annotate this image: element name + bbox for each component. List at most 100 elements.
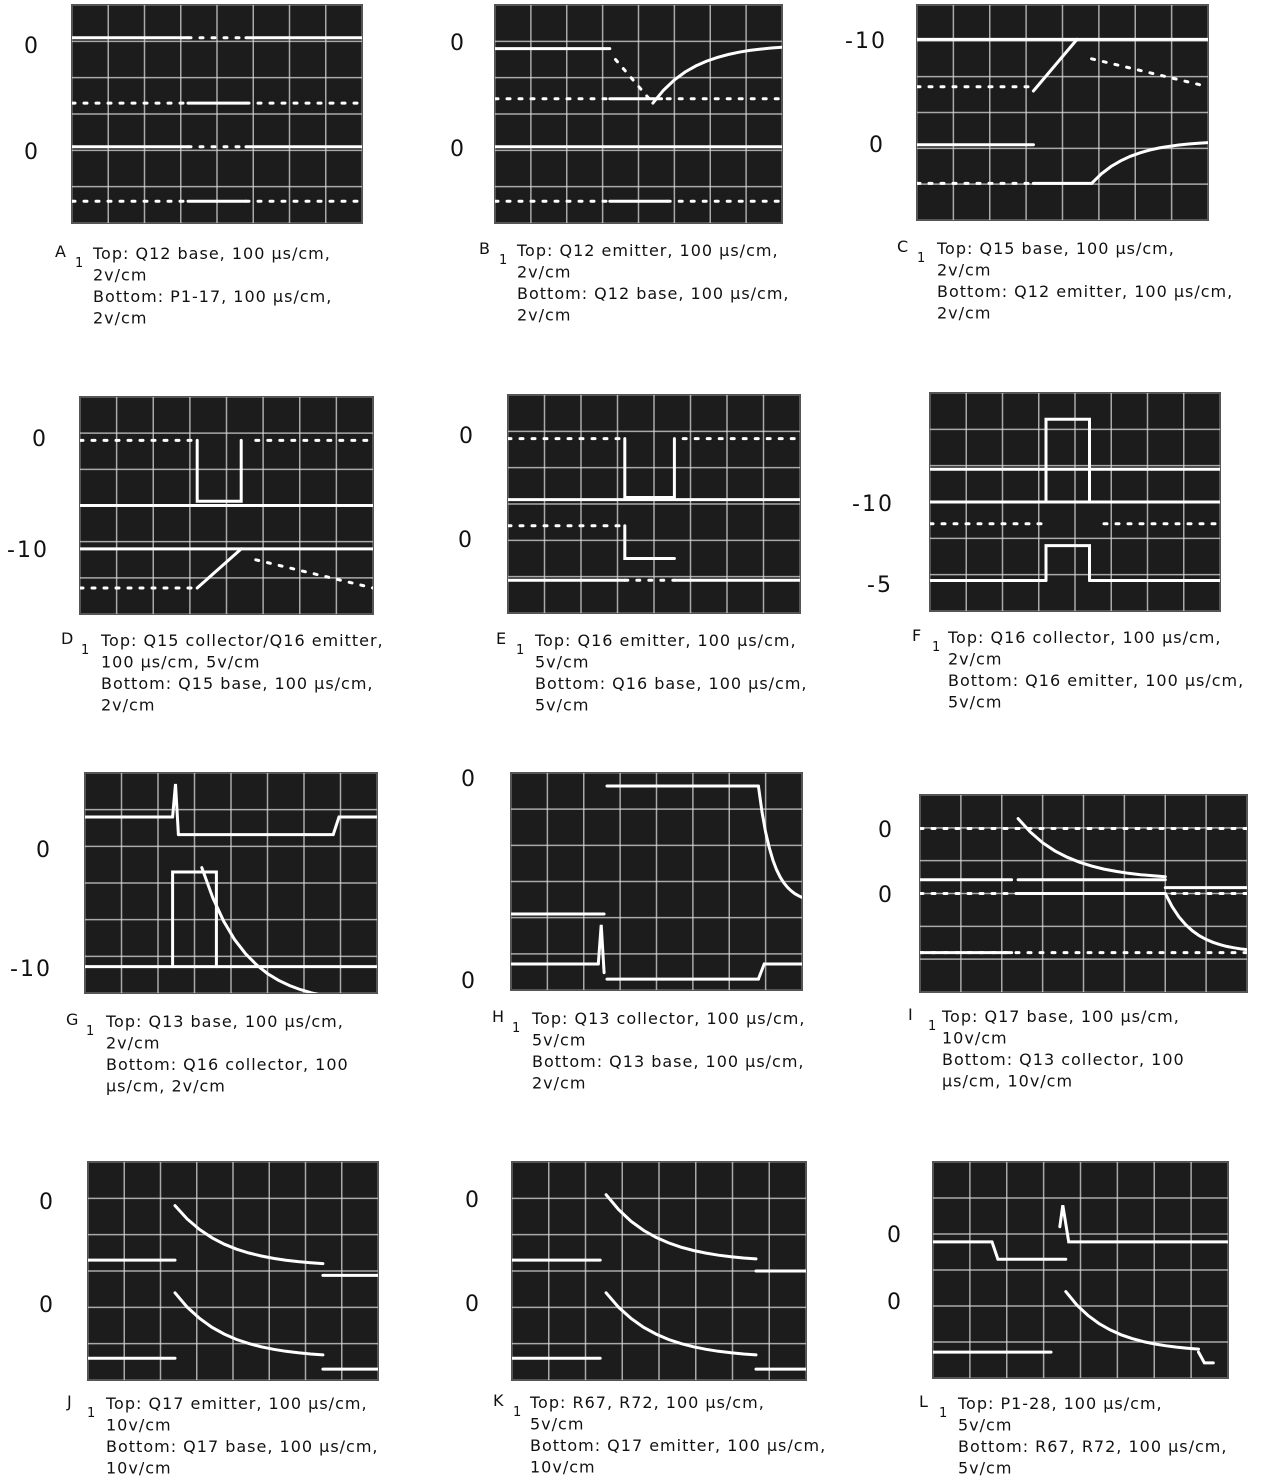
scale-label: 0 [878,818,894,843]
caption-line: 2v/cm [937,304,991,323]
trace [1058,1204,1228,1244]
trace [623,437,676,499]
trace [756,962,802,981]
trace [1197,1350,1215,1365]
traces [72,36,362,203]
trace [173,1291,325,1357]
caption-line: Bottom: Q16 emitter, 100 μs/cm, [948,671,1244,690]
caption-line: 5v/cm [532,1031,586,1050]
caption-line: Top: Q16 emitter, 100 μs/cm, [534,631,797,650]
panel-letter: L [919,1392,928,1411]
caption-line: 5v/cm [530,1415,584,1434]
caption-line: Bottom: Q13 base, 100 μs/cm, [532,1052,805,1071]
panel-letter: F [912,626,921,645]
scale-label: 0 [32,427,48,452]
traces [933,1204,1228,1365]
caption-line: Top: Q16 collector, 100 μs/cm, [947,628,1221,647]
scale-label: 0 [461,767,477,792]
trace [1090,141,1208,185]
oscillogram-panel: 0 0 J1 Top: Q17 emitter, 100 μs/cm, 10v/cm Bo… [39,1161,379,1478]
caption-line: 10v/cm [106,1416,172,1435]
panel-mark: 1 [516,643,524,658]
oscillogram-panel: 0 0 B1 Top: Q12 emitter, 100 μs/cm, 2v/cm Bot… [450,4,789,325]
scale-label: 0 [465,1292,481,1317]
trace [173,1204,325,1266]
caption-line: 2v/cm [93,266,147,285]
panel-mark: 1 [939,1406,947,1421]
caption-line: Bottom: P1-17, 100 μs/cm, [93,287,332,306]
scale-label: -10 [845,29,887,54]
panel-mark: 1 [932,640,940,655]
panel-letter: H [492,1007,504,1026]
scale-label: 0 [39,1190,55,1215]
panel-mark: 1 [86,1024,94,1039]
caption-line: 100 μs/cm, 5v/cm [101,653,261,672]
panel-mark: 1 [75,256,83,271]
caption-line: Top: Q13 base, 100 μs/cm, [105,1012,344,1031]
caption-line: 10v/cm [942,1029,1008,1048]
trace [195,438,243,503]
panel-letter: D [61,629,73,648]
trace [1163,892,1247,952]
caption-line: 5v/cm [535,696,589,715]
trace [1016,817,1167,879]
traces [512,1193,806,1371]
caption-line: Bottom: Q16 collector, 100 [106,1055,349,1074]
oscillogram-panel: 0 0 L1 Top: P1-28, 100 μs/cm, 5v/cm Bottom: R… [887,1161,1229,1478]
panel-letter: B [479,239,490,258]
trace [254,558,373,590]
caption-line: 2v/cm [937,261,991,280]
caption-line: μs/cm, 2v/cm [106,1077,226,1096]
caption-line: Bottom: Q15 base, 100 μs/cm, [101,674,374,693]
panel-letter: E [496,629,506,648]
oscillogram-panel: 0 0 I1 Top: Q17 base, 100 μs/cm, 10v/cm Botto… [878,794,1248,1091]
scale-label: 0 [461,969,477,994]
trace [651,45,782,105]
oscillogram-panel: 0 -10 G1 Top: Q13 base, 100 μs/cm, 2v/cm Bott… [10,772,378,1096]
scale-label: 0 [459,424,475,449]
caption-line: Top: Q13 collector, 100 μs/cm, [531,1009,805,1028]
caption-line: 5v/cm [948,693,1002,712]
scale-label: -10 [852,492,894,517]
traces [930,417,1220,582]
caption-line: 2v/cm [93,309,147,328]
oscillogram-panel: 0 0 E1 Top: Q16 emitter, 100 μs/cm, 5v/cm Bot… [458,394,808,715]
panel-mark: 1 [928,1019,936,1034]
oscillogram-panel: 0 -10 D1 Top: Q15 collector/Q16 emitter, 100… [7,396,383,715]
caption-line: 10v/cm [106,1459,172,1478]
caption-line: Bottom: Q17 emitter, 100 μs/cm, [530,1436,826,1455]
caption-line: Top: Q17 emitter, 100 μs/cm, [105,1394,368,1413]
scale-label: 0 [450,31,466,56]
trace [990,1240,1068,1261]
scale-label: 0 [450,137,466,162]
scale-label: 0 [24,34,40,59]
trace [331,815,377,837]
traces [511,784,802,981]
trace [171,783,180,837]
scale-label: 0 [869,133,885,158]
trace [1044,417,1091,504]
traces [508,437,800,582]
caption-line: 2v/cm [948,650,1002,669]
oscillogram-panel: 0 0 A1 Top: Q12 base, 100 μs/cm, 2v/cm Bottom… [24,4,363,328]
panel-mark: 1 [87,1406,95,1421]
trace [200,866,319,993]
trace [1090,57,1208,89]
caption-line: Top: Q12 emitter, 100 μs/cm, [516,241,779,260]
caption-line: Top: Q15 base, 100 μs/cm, [936,239,1175,258]
trace [604,1291,758,1357]
caption-line: 5v/cm [958,1416,1012,1435]
traces [495,45,782,203]
trace [623,524,676,560]
caption-line: Bottom: Q16 base, 100 μs/cm, [535,674,808,693]
panel-letter: J [66,1392,72,1411]
scale-label: 0 [24,140,40,165]
caption-line: Top: Q12 base, 100 μs/cm, [92,244,331,263]
caption-line: Bottom: Q17 base, 100 μs/cm, [106,1437,379,1456]
caption-line: Bottom: Q13 collector, 100 [942,1050,1185,1069]
traces [85,783,377,993]
caption-line: 2v/cm [532,1074,586,1093]
trace [171,870,218,969]
